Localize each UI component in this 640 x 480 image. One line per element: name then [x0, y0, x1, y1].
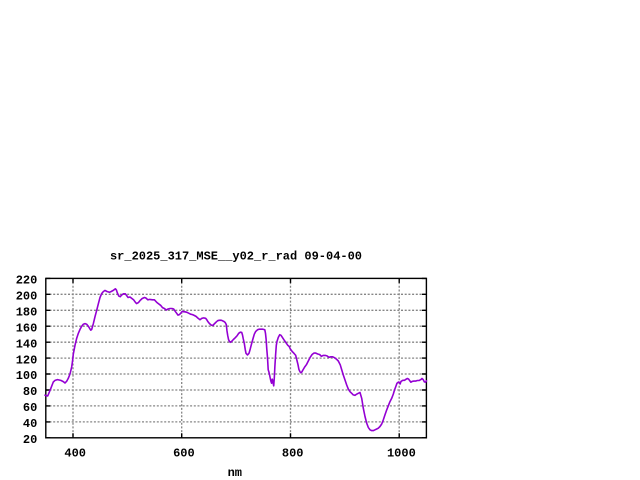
svg-text:140: 140	[16, 337, 38, 351]
svg-text:80: 80	[23, 385, 37, 399]
svg-text:160: 160	[16, 321, 38, 335]
svg-text:20: 20	[23, 433, 37, 447]
svg-text:220: 220	[16, 274, 38, 288]
svg-text:400: 400	[64, 447, 86, 461]
svg-text:100: 100	[16, 369, 38, 383]
svg-text:180: 180	[16, 306, 38, 320]
svg-text:1000: 1000	[387, 447, 416, 461]
svg-text:120: 120	[16, 353, 38, 367]
svg-text:sr_2025_317_MSE__y02_r_rad 09-: sr_2025_317_MSE__y02_r_rad 09-04-00	[110, 250, 362, 264]
svg-text:nm: nm	[228, 466, 242, 480]
svg-text:800: 800	[282, 447, 304, 461]
svg-text:60: 60	[23, 401, 37, 415]
svg-text:40: 40	[23, 417, 37, 431]
svg-text:600: 600	[173, 447, 195, 461]
svg-text:200: 200	[16, 290, 38, 304]
